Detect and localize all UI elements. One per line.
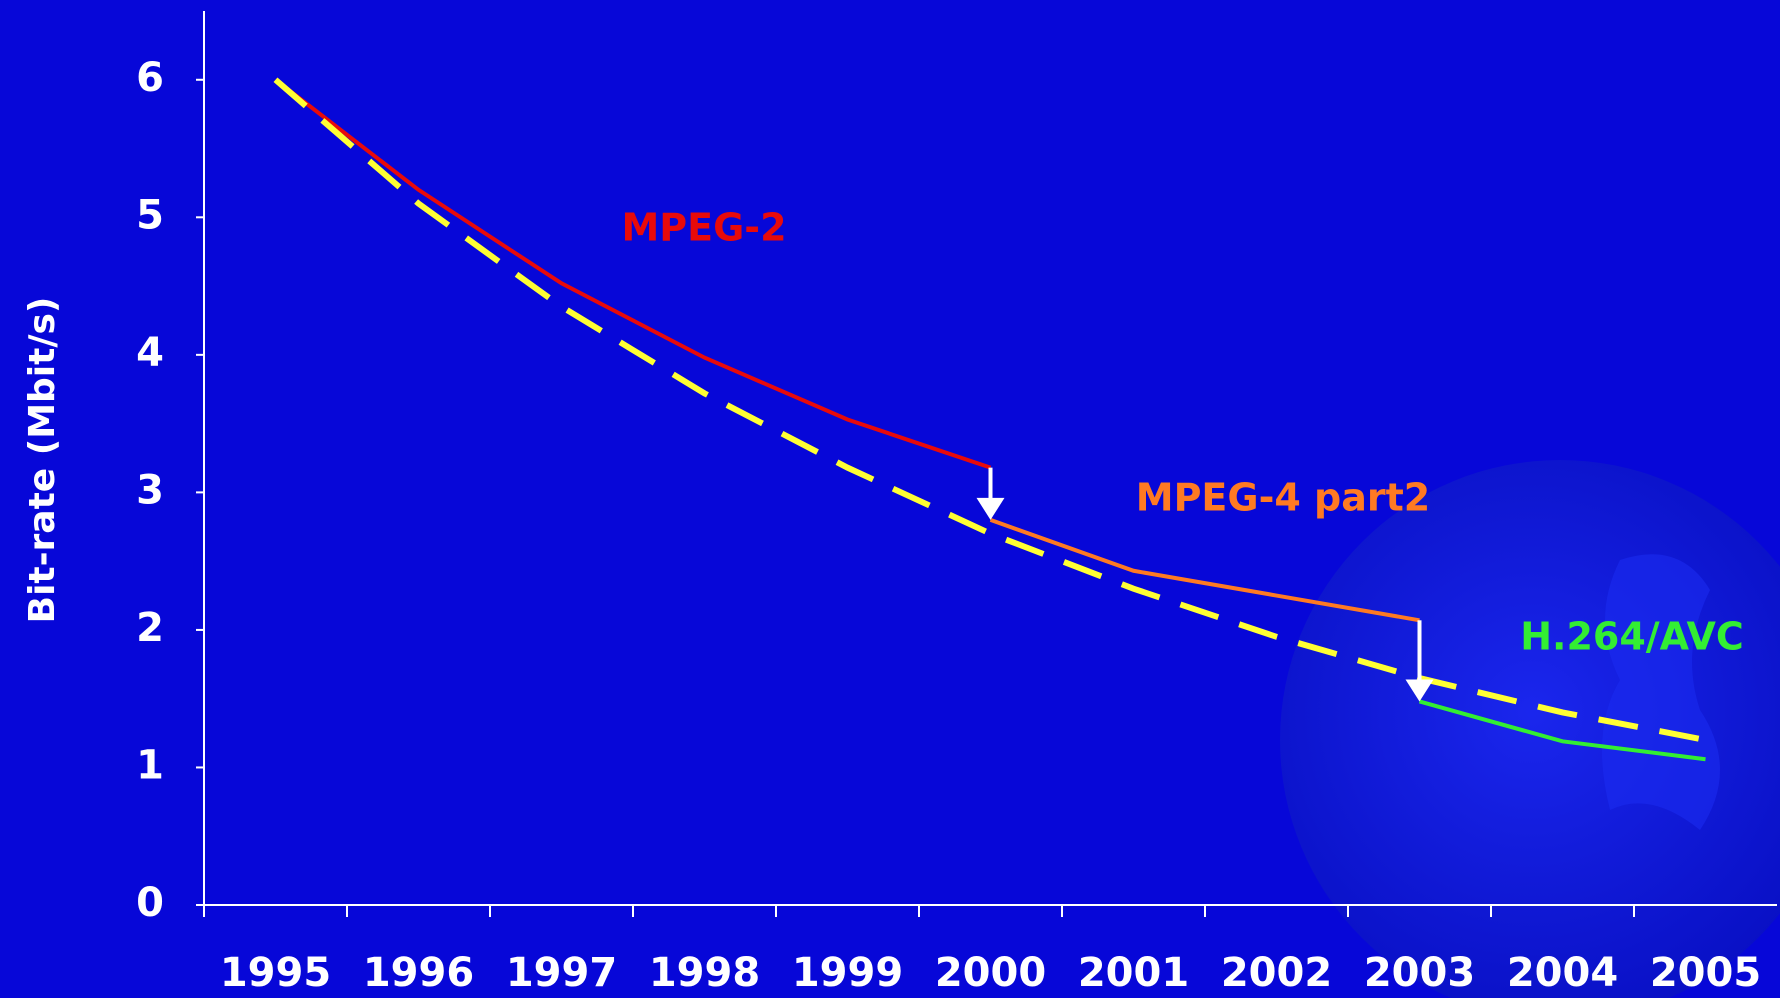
y-tick-label: 4 — [136, 330, 164, 376]
globe-land — [1602, 554, 1720, 830]
y-tick-label: 3 — [136, 467, 164, 513]
transition-arrowhead — [1405, 679, 1434, 702]
series-label: MPEG-4 part2 — [1136, 476, 1430, 520]
series-line — [989, 518, 1420, 623]
x-tick-label: 1997 — [506, 950, 617, 996]
series-label: MPEG-2 — [621, 206, 786, 250]
x-tick-label: 1995 — [220, 950, 331, 996]
x-tick-label: 2000 — [935, 950, 1046, 996]
y-tick-label: 0 — [136, 880, 164, 926]
y-tick-label: 1 — [136, 742, 164, 788]
y-axis-label: Bit-rate (Mbit/s) — [22, 297, 63, 624]
y-tick-label: 5 — [136, 192, 164, 238]
x-tick-label: 2001 — [1078, 950, 1189, 996]
series-line — [274, 78, 992, 470]
series-label: H.264/AVC — [1520, 615, 1744, 659]
y-tick-label: 6 — [136, 55, 164, 101]
x-tick-label: 1998 — [649, 950, 760, 996]
x-tick-label: 1999 — [792, 950, 903, 996]
transition-arrowhead — [976, 497, 1005, 520]
y-tick-label: 2 — [136, 605, 164, 651]
x-tick-label: 2002 — [1221, 950, 1332, 996]
x-tick-label: 1996 — [363, 950, 474, 996]
x-tick-label: 2005 — [1650, 950, 1761, 996]
x-tick-label: 2003 — [1364, 950, 1475, 996]
series-line — [1418, 699, 1706, 762]
x-tick-label: 2004 — [1507, 950, 1618, 996]
